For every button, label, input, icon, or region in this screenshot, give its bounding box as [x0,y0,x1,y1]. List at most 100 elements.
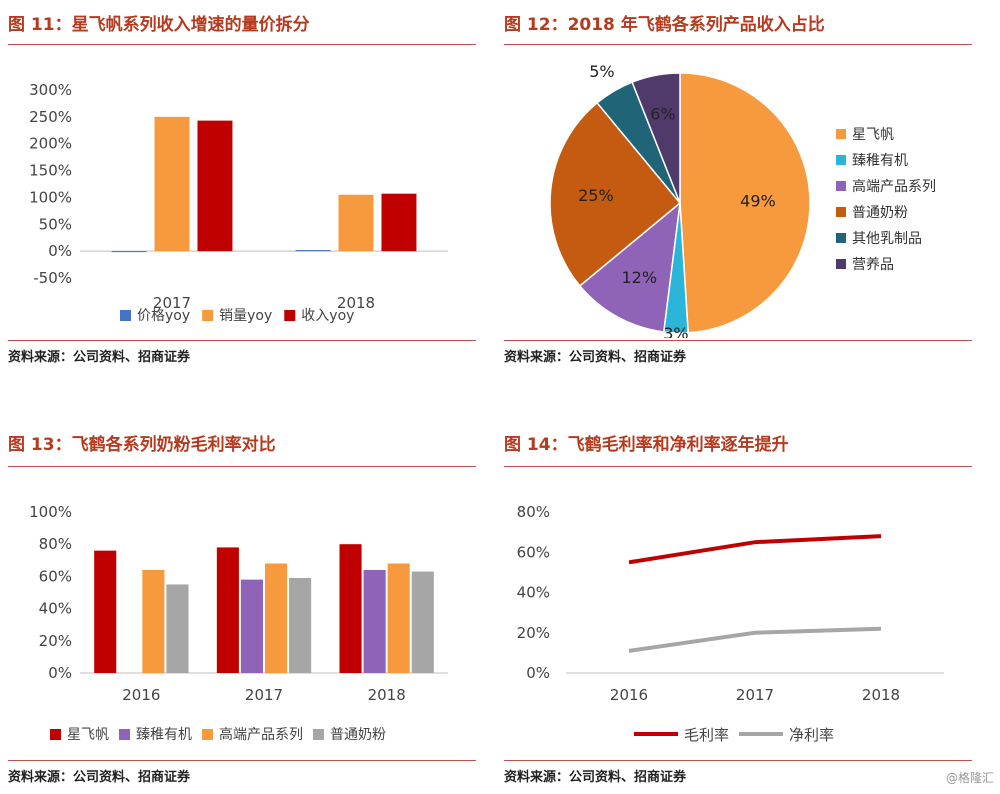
fig14-legend-label: 净利率 [789,726,834,744]
fig11-legend-swatch [284,310,296,321]
fig12-legend-swatch [836,207,846,217]
fig14-source-rule [504,760,972,761]
fig12-legend-label: 星飞帆 [852,127,894,143]
panel-fig14: 图 14：飞鹤毛利率和净利率逐年提升 0% 20% 40% 60% 80% 2016 201… [504,420,976,794]
fig13-ytick-label: 100% [29,503,72,521]
fig12-legend-label: 其他乳制品 [852,231,922,247]
fig12-legend-swatch [836,181,846,191]
fig12-slice-label: 49% [740,192,776,211]
fig11-bar-chart: -50% 0% 50% 100% 150% 200% 250% 300% 2017 2018 价格y… [29,81,448,324]
fig13-legend-label: 高端产品系列 [219,726,303,743]
fig12-slice-营养品 [631,72,681,204]
fig13-bar-星飞帆-2016 [94,550,117,673]
fig13-bar-普通奶粉-2018 [411,571,434,673]
fig14-title: 图 14：飞鹤毛利率和净利率逐年提升 [504,435,789,455]
fig11-bar-收入yoy-2018 [381,193,417,252]
fig12-legend-label: 普通奶粉 [852,205,908,221]
fig13-ytick-label: 0% [48,664,72,682]
fig11-ytick-label: 100% [29,188,72,206]
fig11-ytick-label: 200% [29,135,72,153]
panel-fig12: 图 12：2018 年飞鹤各系列产品收入占比 49% 3% 12% 25% 5% 6% 星飞… [504,0,976,380]
fig14-line-毛利率 [628,534,882,565]
fig13-category-label: 2018 [368,686,406,704]
fig12-slice-label: 6% [650,105,675,124]
fig14-ytick-label: 80% [517,503,550,521]
fig11-ytick-label: 250% [29,108,72,126]
fig11-title: 图 11：星飞帆系列收入增速的量价拆分 [8,15,310,35]
fig13-title-rule [8,466,476,467]
fig14-ytick-label: 40% [517,584,550,602]
fig14-source: 资料来源：公司资料、招商证券 [504,770,687,785]
fig13-bar-星飞帆-2017 [216,547,239,673]
fig11-title-rule [8,44,476,45]
fig13-bar-普通奶粉-2016 [166,584,189,673]
fig12-source: 资料来源：公司资料、招商证券 [504,350,687,365]
fig11-source-rule [8,340,476,341]
fig12-slice-普通奶粉 [549,101,682,287]
fig13-legend-label: 臻稚有机 [136,727,192,743]
panel-fig11: 图 11：星飞帆系列收入增速的量价拆分 -50% 0% 50% 100% 150% 200… [8,0,478,380]
fig13-bar-臻稚有机-2018 [363,569,386,673]
fig14-line-chart: 0% 20% 40% 60% 80% 2016 2017 2018 毛利率 净利率 [517,503,944,744]
watermark-text: @格隆汇 [945,771,994,785]
fig12-slice-高端产品系列 [578,201,681,333]
fig11-category-label: 2017 [153,294,191,312]
fig14-ytick-label: 0% [526,664,550,682]
fig11-ytick-label: 50% [39,215,72,233]
fig11-ytick-label: 300% [29,81,72,99]
fig12-legend-label: 臻稚有机 [852,153,908,169]
fig12-slice-label: 3% [663,324,688,338]
fig12-legend-label: 营养品 [852,257,894,273]
fig13-legend-swatch [313,729,324,740]
fig14-category-label: 2018 [862,686,900,704]
fig13-source-rule [8,760,476,761]
fig13-bar-高端产品系列-2016 [142,569,165,673]
fig12-title: 图 12：2018 年飞鹤各系列产品收入占比 [504,15,825,35]
fig14-ytick-label: 20% [517,624,550,642]
fig13-bar-普通奶粉-2017 [289,578,312,673]
fig12-slice-label: 5% [589,62,614,81]
fig11-source: 资料来源：公司资料、招商证券 [8,350,191,365]
fig14-category-label: 2017 [736,686,774,704]
fig12-legend-swatch [836,259,846,269]
fig11-ytick-label: 0% [48,242,72,260]
fig11-bar-销量yoy-2018 [338,194,374,252]
fig11-bar-价格yoy-2017 [111,251,147,253]
fig12-source-rule [504,340,972,341]
fig13-ytick-label: 20% [39,632,72,650]
fig11-legend-label: 销量yoy [219,308,272,324]
fig11-bar-价格yoy-2018 [295,250,331,252]
fig14-ytick-label: 60% [517,543,550,561]
fig13-category-label: 2016 [122,686,160,704]
fig13-bar-高端产品系列-2017 [265,563,288,673]
fig13-category-label: 2017 [245,686,283,704]
fig14-category-label: 2016 [610,686,648,704]
panel-fig13: 图 13：飞鹤各系列奶粉毛利率对比 0% 20% 40% 60% 80% 100% 2016… [8,420,478,794]
fig11-legend-swatch [120,310,131,321]
fig12-slice-label: 12% [622,268,658,287]
fig11-ytick-label: -50% [33,269,72,287]
fig13-legend-swatch [119,729,130,740]
fig13-legend-swatch [202,729,213,740]
fig12-legend-swatch [836,233,846,243]
fig11-category-label: 2018 [337,294,375,312]
fig14-title-rule [504,466,972,467]
fig11-legend-swatch [202,310,214,321]
fig12-slice-label: 25% [578,186,614,205]
fig13-legend-label: 普通奶粉 [330,727,386,743]
fig13-ytick-label: 40% [39,600,72,618]
fig12-legend-label: 高端产品系列 [852,178,936,195]
fig11-bar-收入yoy-2017 [197,120,233,252]
fig11-ytick-label: 150% [29,162,72,180]
fig14-legend-label: 毛利率 [684,726,729,744]
fig13-bar-臻稚有机-2017 [240,579,263,673]
fig11-legend-label: 价格yoy [137,308,190,324]
fig11-legend-label: 收入yoy [301,308,354,324]
fig12-legend-swatch [836,155,846,165]
fig12-slice-星飞帆 [679,72,811,334]
fig13-bar-星飞帆-2018 [339,544,362,673]
fig13-legend-label: 星飞帆 [67,727,109,743]
fig13-ytick-label: 60% [39,567,72,585]
fig13-source: 资料来源：公司资料、招商证券 [8,770,191,785]
